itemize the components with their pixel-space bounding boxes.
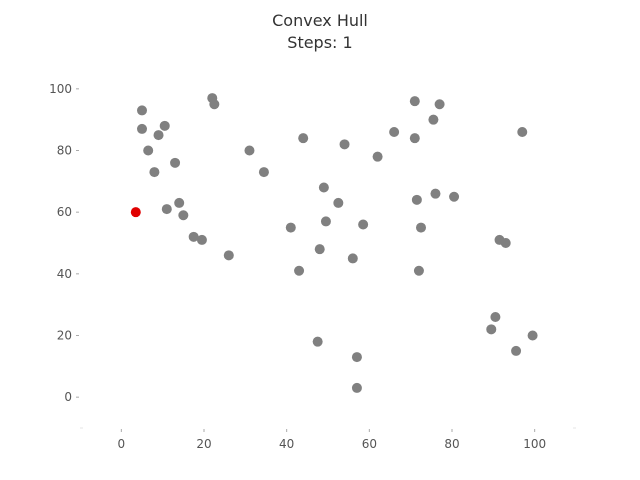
axes: 0 20 40 60 80 100 0 20 40 60 80 100	[49, 82, 576, 451]
scatter-point	[174, 197, 185, 208]
scatter-point	[196, 234, 207, 245]
scatter-point	[153, 130, 164, 141]
scatter-point	[527, 330, 538, 341]
points-layer	[130, 93, 538, 393]
scatter-point	[409, 96, 420, 107]
y-tick-label: 40	[57, 267, 72, 281]
scatter-point	[285, 222, 296, 233]
scatter-point	[430, 188, 441, 199]
scatter-point	[244, 145, 255, 156]
scatter-point	[143, 145, 154, 156]
scatter-point	[339, 139, 350, 150]
scatter-point	[149, 167, 160, 178]
x-tick-label: 0	[118, 437, 126, 451]
scatter-point	[500, 238, 511, 248]
scatter-point	[413, 265, 424, 276]
scatter-point	[416, 222, 426, 233]
scatter-point	[188, 231, 199, 242]
highlighted-point	[130, 207, 141, 218]
scatter-point	[137, 105, 147, 116]
scatter-point	[333, 197, 344, 208]
scatter-point	[409, 133, 420, 144]
scatter-point	[351, 352, 362, 363]
scatter-point	[320, 216, 331, 227]
chart-subtitle: Steps: 1	[287, 33, 353, 52]
x-tick-label: 40	[279, 437, 294, 451]
chart-title: Convex Hull	[272, 11, 368, 30]
scatter-point	[511, 345, 522, 356]
scatter-point	[312, 336, 323, 347]
y-tick-label: 100	[49, 82, 72, 96]
scatter-point	[389, 127, 400, 137]
scatter-point	[372, 151, 383, 162]
scatter-point	[517, 127, 528, 137]
scatter-point	[318, 182, 329, 193]
y-tick-label: 60	[57, 205, 72, 219]
scatter-point	[486, 324, 497, 335]
y-tick-label: 0	[64, 390, 72, 404]
x-tick-label: 100	[523, 437, 546, 451]
scatter-point	[159, 120, 170, 131]
scatter-point	[209, 99, 220, 110]
scatter-point	[411, 194, 422, 205]
scatter-point	[490, 312, 501, 322]
scatter-point	[434, 99, 445, 110]
scatter-point	[137, 123, 147, 134]
x-tick-label: 60	[362, 437, 377, 451]
scatter-point	[178, 210, 189, 221]
scatter-point	[358, 219, 369, 230]
scatter-point	[428, 114, 439, 125]
scatter-point	[314, 244, 325, 255]
scatter-point	[294, 265, 305, 276]
x-tick-label: 80	[444, 437, 459, 451]
x-tick-label: 20	[196, 437, 211, 451]
scatter-point	[449, 191, 460, 202]
y-tick-label: 80	[57, 144, 72, 158]
scatter-point	[223, 250, 234, 261]
scatter-point	[161, 204, 172, 215]
scatter-point	[170, 157, 181, 168]
scatter-point	[258, 167, 269, 178]
scatter-point	[347, 253, 358, 264]
scatter-point	[351, 382, 362, 393]
y-tick-label: 20	[57, 329, 72, 343]
scatter-point	[298, 133, 309, 144]
